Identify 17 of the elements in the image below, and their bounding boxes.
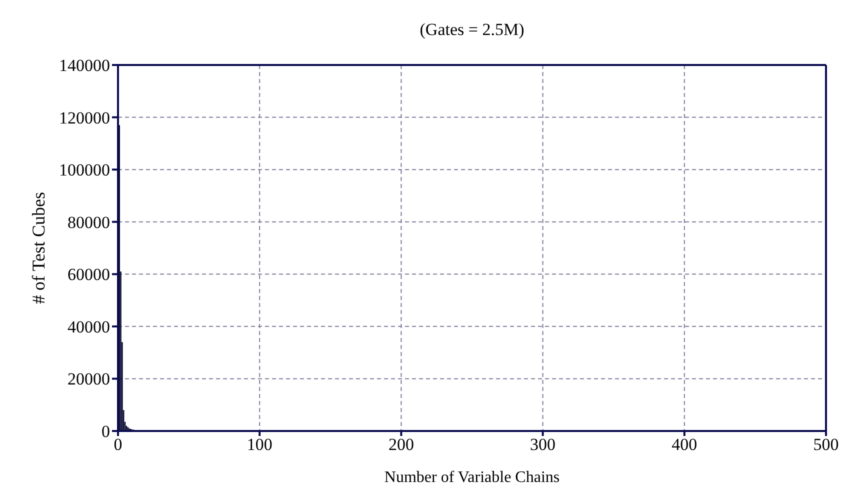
chart-title: (Gates = 2.5M) bbox=[418, 20, 526, 40]
y-tick-label: 100000 bbox=[59, 160, 110, 180]
x-tick-label: 100 bbox=[246, 435, 272, 454]
x-tick-label: 200 bbox=[388, 435, 414, 454]
y-tick-label: 80000 bbox=[68, 212, 110, 232]
y-axis-title: # of Test Cubes bbox=[28, 192, 48, 304]
x-tick-label: 500 bbox=[813, 435, 839, 454]
y-tick-label: 40000 bbox=[68, 317, 110, 336]
x-tick-label: 0 bbox=[114, 435, 122, 454]
y-tick-label: 60000 bbox=[68, 265, 110, 284]
y-tick-label: 0 bbox=[102, 422, 110, 442]
y-tick-label: 20000 bbox=[68, 370, 110, 389]
x-tick-label: 400 bbox=[672, 435, 698, 454]
x-axis-title: Number of Variable Chains bbox=[384, 469, 560, 486]
y-tick-label: 120000 bbox=[59, 108, 110, 128]
x-tick-label: 300 bbox=[530, 435, 556, 454]
y-tick-label: 140000 bbox=[59, 56, 110, 76]
